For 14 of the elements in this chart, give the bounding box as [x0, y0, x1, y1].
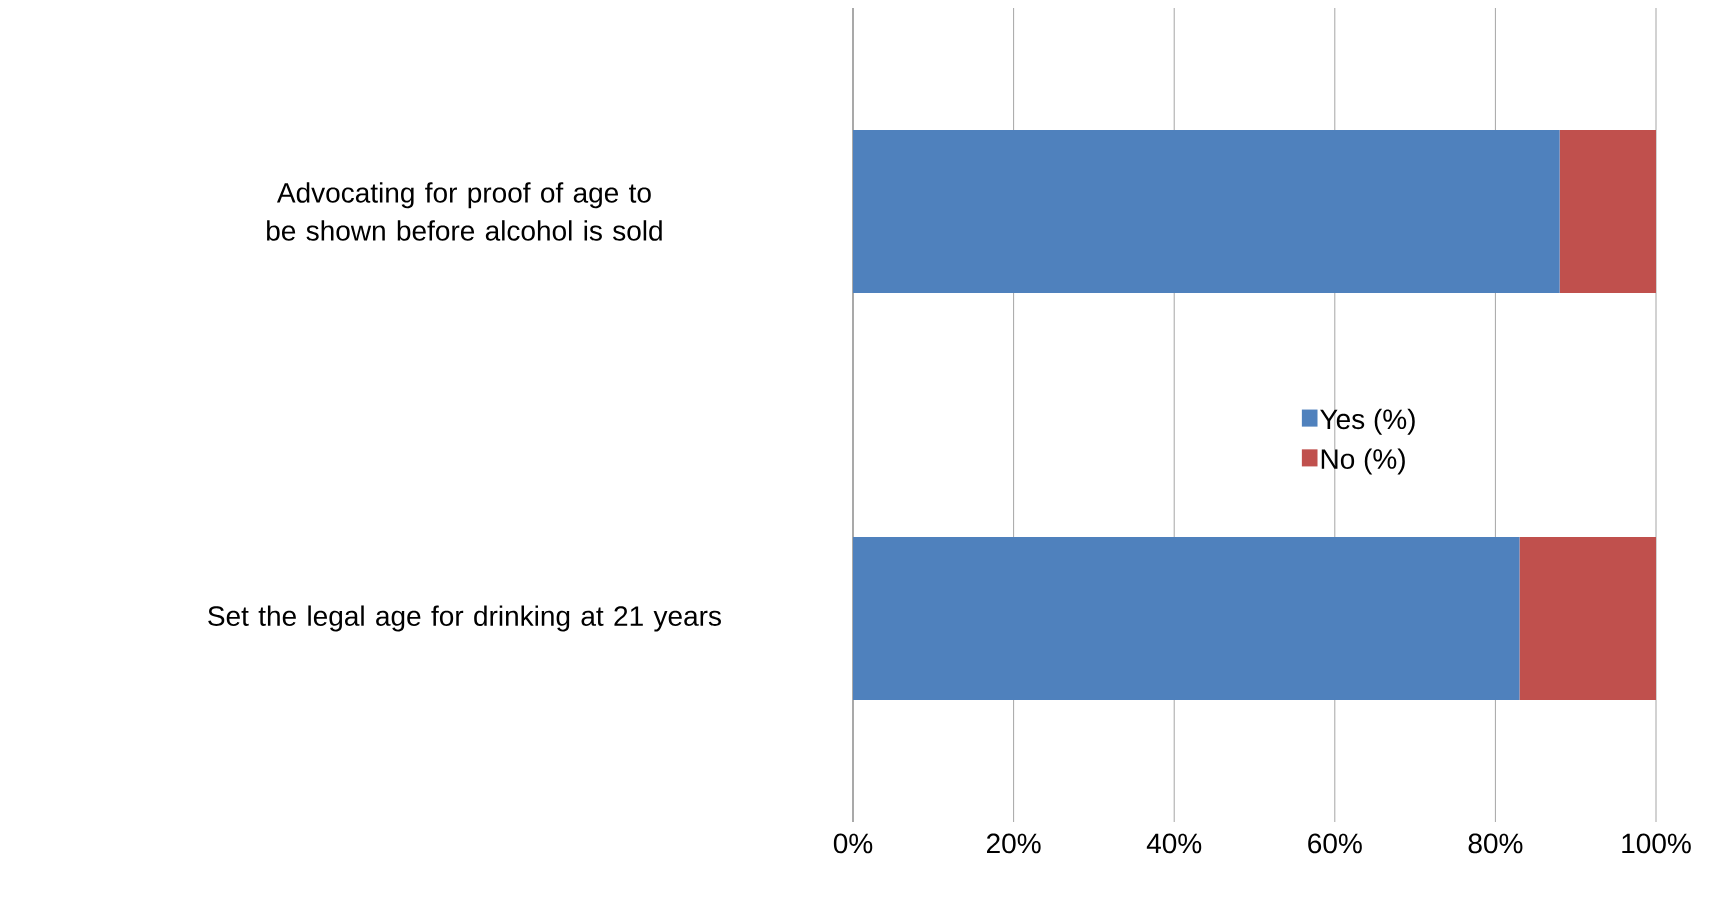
x-tick-label: 100%: [1622, 833, 1691, 854]
bar: [853, 130, 1560, 293]
x-tick-label: 60%: [1308, 833, 1362, 854]
x-tick-label: 40%: [1146, 833, 1202, 854]
x-tick-label: 20%: [986, 833, 1041, 854]
legend-label: Yes (%): [1320, 408, 1415, 435]
x-tick-label: 80%: [1468, 833, 1523, 854]
x-tick-label: 0%: [833, 833, 873, 854]
bar: [1559, 130, 1656, 293]
y-tick-label: Set the legal age for drinking at 21 years: [208, 605, 721, 632]
y-tick-label: Advocating for proof of age to be shown before alcohol is sold: [267, 182, 662, 241]
bar: [853, 537, 1520, 700]
legend-label: No (%): [1321, 448, 1405, 475]
bar: [1519, 537, 1656, 700]
